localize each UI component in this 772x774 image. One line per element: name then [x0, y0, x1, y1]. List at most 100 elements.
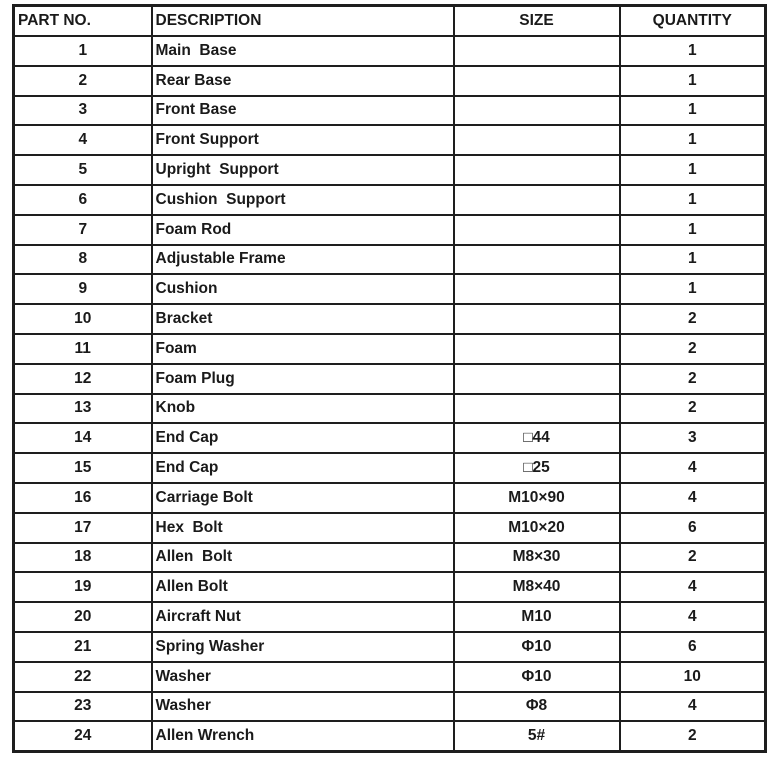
- quantity-cell: 1: [618, 273, 767, 306]
- size-cell: M10: [452, 601, 621, 633]
- size-cell: M10×90: [452, 481, 621, 514]
- table-row: 4 Front Support 1: [12, 124, 767, 157]
- quantity-cell: 4: [618, 481, 767, 514]
- description-cell: Washer: [150, 690, 455, 723]
- part-no-cell: 3: [12, 94, 153, 127]
- part-no-cell: 20: [12, 601, 153, 633]
- description-cell: Allen Wrench: [150, 720, 455, 753]
- table-row: 24 Allen Wrench 5# 2: [12, 720, 767, 753]
- table-row: 8 Adjustable Frame 1: [12, 243, 767, 276]
- table-row: 17 Hex Bolt M10×20 6: [12, 511, 767, 544]
- part-no-cell: 12: [12, 362, 153, 395]
- part-no-cell: 16: [12, 481, 153, 514]
- part-no-cell: 11: [12, 332, 153, 365]
- size-cell: [452, 332, 621, 365]
- size-cell: Φ8: [452, 690, 621, 723]
- quantity-cell: 2: [618, 720, 767, 753]
- description-cell: Foam Rod: [150, 213, 455, 246]
- description-cell: End Cap: [150, 452, 455, 484]
- table-row: 6 Cushion Support 1: [12, 183, 767, 216]
- table-row: 23 Washer Φ8 4: [12, 690, 767, 723]
- description-cell: Cushion Support: [150, 183, 455, 216]
- description-cell: Bracket: [150, 303, 455, 335]
- quantity-cell: 4: [618, 571, 767, 604]
- part-no-cell: 17: [12, 511, 153, 544]
- table-row: 1 Main Base 1: [12, 35, 767, 67]
- quantity-cell: 3: [618, 422, 767, 455]
- description-cell: Front Support: [150, 124, 455, 157]
- quantity-cell: 1: [618, 213, 767, 246]
- description-cell: Aircraft Nut: [150, 601, 455, 633]
- quantity-cell: 1: [618, 94, 767, 127]
- table-row: 22 Washer Φ10 10: [12, 660, 767, 693]
- quantity-cell: 6: [618, 630, 767, 663]
- size-cell: [452, 243, 621, 276]
- part-no-cell: 13: [12, 392, 153, 425]
- quantity-cell: 2: [618, 303, 767, 335]
- size-cell: [452, 124, 621, 157]
- header-part-no: PART NO.: [12, 4, 153, 37]
- header-quantity: QUANTITY: [618, 4, 767, 37]
- size-cell: [452, 273, 621, 306]
- table-row: 10 Bracket 2: [12, 303, 767, 335]
- quantity-cell: 2: [618, 362, 767, 395]
- description-cell: Upright Support: [150, 154, 455, 186]
- description-cell: Adjustable Frame: [150, 243, 455, 276]
- part-no-cell: 9: [12, 273, 153, 306]
- table-row: 20 Aircraft Nut M10 4: [12, 601, 767, 633]
- part-no-cell: 2: [12, 64, 153, 97]
- quantity-cell: 2: [618, 392, 767, 425]
- table-row: 19 Allen Bolt M8×40 4: [12, 571, 767, 604]
- quantity-cell: 4: [618, 690, 767, 723]
- size-cell: [452, 303, 621, 335]
- part-no-cell: 1: [12, 35, 153, 67]
- description-cell: Knob: [150, 392, 455, 425]
- size-cell: Φ10: [452, 660, 621, 693]
- description-cell: Hex Bolt: [150, 511, 455, 544]
- size-cell: Φ10: [452, 630, 621, 663]
- table-row: 7 Foam Rod 1: [12, 213, 767, 246]
- description-cell: Carriage Bolt: [150, 481, 455, 514]
- part-no-cell: 15: [12, 452, 153, 484]
- size-cell: M10×20: [452, 511, 621, 544]
- size-cell: [452, 392, 621, 425]
- size-cell: 5#: [452, 720, 621, 753]
- description-cell: Washer: [150, 660, 455, 693]
- size-cell: [452, 94, 621, 127]
- size-cell: [452, 213, 621, 246]
- description-cell: Main Base: [150, 35, 455, 67]
- quantity-cell: 1: [618, 154, 767, 186]
- table-row: 15 End Cap □25 4: [12, 452, 767, 484]
- size-cell: [452, 362, 621, 395]
- size-cell: [452, 35, 621, 67]
- size-cell: □25: [452, 452, 621, 484]
- part-no-cell: 23: [12, 690, 153, 723]
- quantity-cell: 1: [618, 124, 767, 157]
- table-row: 2 Rear Base 1: [12, 64, 767, 97]
- parts-list-table: PART NO. DESCRIPTION SIZE QUANTITY 1 Main…: [12, 4, 767, 754]
- part-no-cell: 24: [12, 720, 153, 753]
- size-cell: M8×40: [452, 571, 621, 604]
- description-cell: Allen Bolt: [150, 571, 455, 604]
- description-cell: Cushion: [150, 273, 455, 306]
- part-no-cell: 14: [12, 422, 153, 455]
- part-no-cell: 22: [12, 660, 153, 693]
- part-no-cell: 7: [12, 213, 153, 246]
- table-row: 16 Carriage Bolt M10×90 4: [12, 481, 767, 514]
- size-cell: [452, 154, 621, 186]
- part-no-cell: 4: [12, 124, 153, 157]
- quantity-cell: 4: [618, 452, 767, 484]
- part-no-cell: 10: [12, 303, 153, 335]
- size-cell: □44: [452, 422, 621, 455]
- header-description: DESCRIPTION: [150, 4, 455, 37]
- part-no-cell: 8: [12, 243, 153, 276]
- description-cell: Spring Washer: [150, 630, 455, 663]
- description-cell: End Cap: [150, 422, 455, 455]
- size-cell: [452, 64, 621, 97]
- table-row: 12 Foam Plug 2: [12, 362, 767, 395]
- table-row: 11 Foam 2: [12, 332, 767, 365]
- quantity-cell: 1: [618, 35, 767, 67]
- quantity-cell: 4: [618, 601, 767, 633]
- quantity-cell: 1: [618, 183, 767, 216]
- quantity-cell: 6: [618, 511, 767, 544]
